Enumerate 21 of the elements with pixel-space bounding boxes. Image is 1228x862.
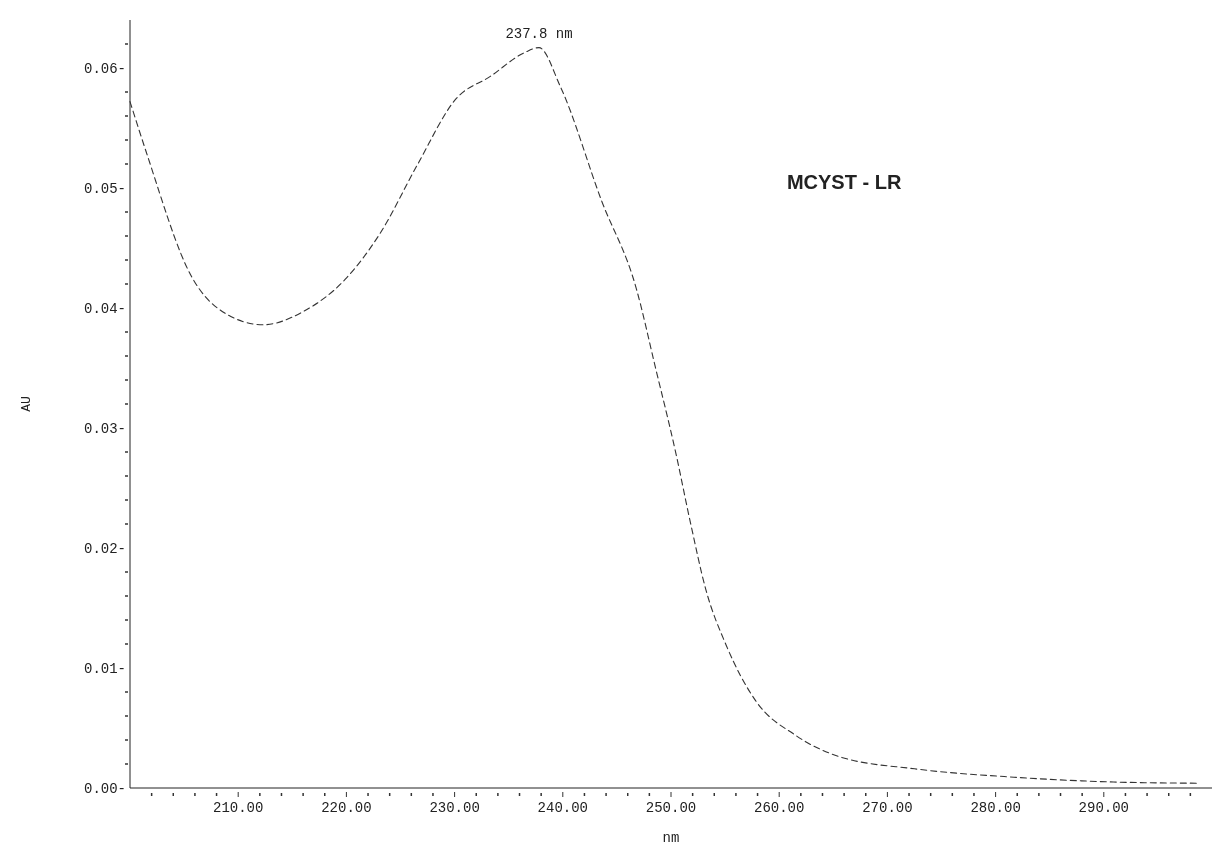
x-tick-label: 240.00 [537,800,589,816]
x-tick-label: 220.00 [321,800,372,816]
x-tick-label: 280.00 [970,800,1021,816]
x-tick-label: 290.00 [1078,800,1130,816]
x-tick-label: 230.00 [429,800,480,816]
y-tick-label: 0.00- [83,780,126,797]
y-tick-label: 0.02- [83,540,126,557]
x-axis-title: nm [662,830,680,846]
line-series [129,47,1198,784]
annotation: 237.8 nm [505,25,573,42]
x-tick-label: 260.00 [753,800,805,816]
y-axis-title: AU [19,396,34,412]
y-tick-label: 0.04- [83,300,126,317]
annotation: MCYST - LR [786,170,902,193]
x-tick-label: 250.00 [645,800,697,816]
y-tick-label: 0.06- [83,60,126,77]
x-tick-label: 270.00 [862,800,913,816]
y-tick-label: 0.03- [83,420,126,437]
x-tick-label: 210.00 [212,800,264,816]
y-tick-label: 0.01- [83,660,126,677]
y-tick-label: 0.05- [83,180,126,197]
